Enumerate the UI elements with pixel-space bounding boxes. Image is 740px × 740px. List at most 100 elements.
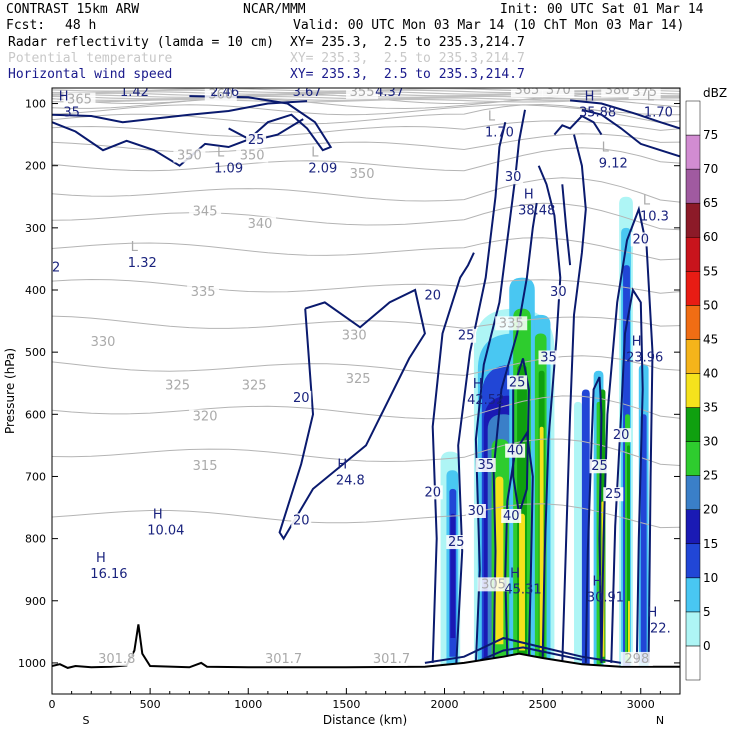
theta-label-bg — [342, 372, 375, 387]
extremum-marker: H42.52 — [467, 377, 504, 408]
theta-label-bg — [346, 88, 379, 100]
reflectivity-cell — [495, 476, 504, 645]
colorbar-swatch — [685, 202, 701, 238]
colorbar-label: 60 — [703, 230, 718, 244]
theta-label: 325 — [165, 378, 190, 393]
x-tick-label: 1000 — [234, 698, 262, 711]
wind-label: 25 — [458, 329, 475, 344]
extremum-value: 10.3 — [640, 210, 669, 225]
extremum-letter: L — [647, 90, 655, 105]
extremum-value: 1.32 — [128, 256, 157, 271]
x-axis-title: Distance (km) — [323, 713, 407, 727]
wind-contour — [455, 121, 507, 663]
colorbar-swatch — [685, 305, 701, 340]
theta-label: 375 — [632, 85, 657, 100]
reflectivity-cell — [627, 600, 630, 657]
theta-label-bg — [495, 316, 528, 331]
theta-contour — [52, 120, 680, 138]
theta-contour — [52, 103, 680, 125]
extremum-letter: H — [510, 566, 520, 581]
wind-label-bg — [501, 508, 522, 523]
wind-label: 35 — [477, 458, 494, 473]
theta-label-bg — [346, 167, 379, 182]
wind-contour — [581, 108, 680, 158]
x-tick-label: 500 — [140, 698, 161, 711]
wind-label-bg — [422, 485, 443, 500]
theta-label-bg — [238, 378, 271, 393]
reflectivity-cell — [539, 426, 544, 651]
wind-contour — [537, 165, 562, 663]
y-tick-label: 200 — [25, 160, 46, 173]
theta-label-bg — [100, 651, 133, 666]
extremum-marker: H35 — [59, 90, 80, 121]
theta-label: 335 — [191, 285, 216, 300]
theta-label: 298 — [624, 652, 649, 667]
theta-contour — [52, 395, 680, 420]
extremum-marker: L1.70 — [644, 90, 673, 121]
extremum-letter: L — [643, 194, 651, 209]
theta-contour — [52, 104, 680, 116]
colorbar-swatch — [685, 339, 701, 374]
wind-label: 40 — [507, 444, 524, 459]
theta-label: 315 — [193, 459, 218, 474]
wind-label-bg — [611, 428, 632, 443]
wind-contour — [474, 109, 526, 663]
extremum-marker: H38.48 — [518, 187, 555, 218]
extremum-value: 3.67 — [293, 85, 322, 100]
theta-contour — [52, 355, 680, 376]
colorbar-label: 20 — [703, 503, 718, 517]
wind-contour — [561, 134, 587, 663]
extremum-value: 24.8 — [336, 474, 365, 489]
wind-label: 30 — [550, 285, 567, 300]
wind-contour — [431, 252, 475, 663]
colorbar-swatch — [685, 543, 701, 579]
x-tick-label: 1500 — [332, 698, 360, 711]
fcst-label: Fcst: — [6, 18, 46, 33]
extremum-letter: H — [473, 377, 483, 392]
extremum-marker: H24.8 — [336, 458, 365, 489]
valid-time: Valid: 00 UTC Mon 03 Mar 14 (10 ChT Mon … — [293, 18, 685, 33]
field3-xy: XY= 235.3, 2.5 to 235.3,214.7 — [290, 67, 525, 82]
extremum-value: 38.48 — [518, 203, 555, 218]
extremum-marker: H45.31 — [504, 566, 541, 597]
extremum-value: 1.70 — [644, 106, 673, 121]
theta-label: 330 — [91, 335, 116, 350]
colorbar-label: 0 — [703, 639, 711, 653]
wind-label-bg — [52, 260, 62, 275]
extremum-value: 22. — [650, 622, 671, 637]
y-tick-label: 600 — [25, 408, 46, 421]
theta-label-bg — [477, 577, 510, 592]
y-tick-label: 800 — [25, 533, 46, 546]
extremum-value: 10.04 — [147, 523, 184, 538]
extremum-marker: H22. — [647, 606, 670, 637]
wind-label-bg — [548, 285, 569, 300]
wind-label: 25 — [509, 375, 526, 390]
x-tick-label: 3000 — [627, 698, 655, 711]
wind-label-bg — [475, 458, 496, 473]
wind-label: 25 — [448, 535, 465, 550]
reflectivity-cell — [574, 401, 582, 670]
extremum-value: 1.42 — [120, 85, 149, 100]
extremum-letter: H — [153, 507, 163, 522]
extremum-value: 1.70 — [485, 126, 514, 141]
model-title: CONTRAST 15km ARW — [6, 2, 140, 17]
colorbar-label: 70 — [703, 162, 718, 176]
theta-label: 325 — [242, 378, 267, 393]
extremum-marker: L4.37 — [375, 88, 404, 100]
theta-label-bg — [187, 285, 220, 300]
theta-label-bg — [63, 92, 96, 107]
extremum-letter: L — [311, 146, 319, 161]
wind-contour — [52, 95, 333, 167]
extremum-marker: L1.32 — [128, 240, 157, 271]
wind-contour — [52, 100, 308, 124]
theta-label-bg — [628, 88, 661, 100]
theta-label-bg — [189, 409, 222, 424]
colorbar-label: 65 — [703, 196, 718, 210]
theta-contour — [52, 177, 680, 203]
extremum-value: 1.09 — [214, 162, 243, 177]
colorbar-unit: dBZ — [703, 86, 727, 100]
extremum-value: 35 — [63, 106, 80, 121]
extremum-marker: H30.91 — [587, 575, 624, 606]
extremum-value: 45.31 — [504, 582, 541, 597]
field3-name: Horizontal wind speed — [8, 67, 173, 82]
